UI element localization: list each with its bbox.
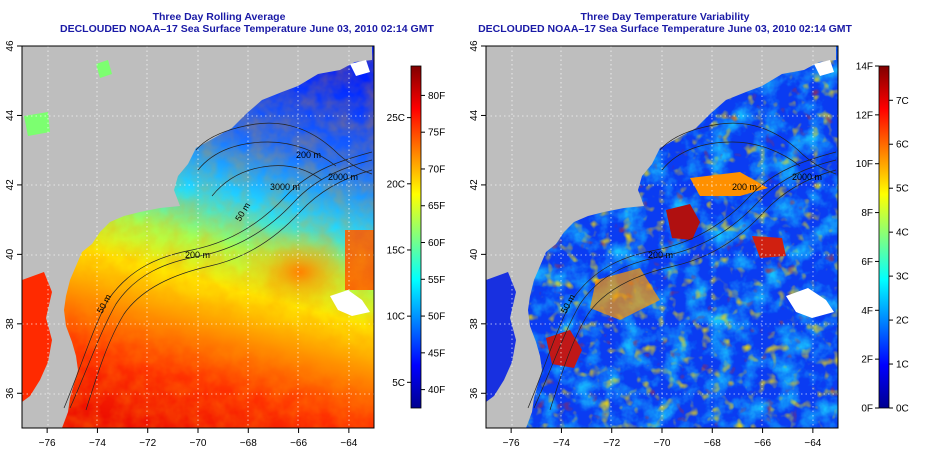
right-contours [527,122,837,411]
x-tick-label: −76 [503,438,520,449]
y-tick-label: 42 [469,179,480,191]
left-contour-label-200: 200 m [185,250,210,260]
colorbar-label: 14F [856,62,873,73]
right-title-line2: DECLOUDED NOAA–17 Sea Surface Temperatur… [478,23,852,35]
colorbar-label: 25C [387,113,405,124]
y-tick-label: 44 [469,109,480,121]
right-map: 200 m 2000 m 200 m 50 m [485,45,839,429]
right-hotspot [666,204,700,240]
colorbar-label: 8F [861,208,873,219]
colorbar-label: 65F [428,201,445,212]
x-tick-label: −68 [704,438,721,449]
left-title-line1: Three Day Rolling Average [152,11,286,23]
x-tick-label: −72 [603,438,620,449]
colorbar-label: 10F [856,159,873,170]
left-contours [63,122,373,411]
x-tick-label: −64 [804,438,821,449]
right-colorbar: 14F 12F 10F 8F 6F 4F 2F 0F 7C 6C 5C 4C 3C 2C 1C 0C [856,62,909,415]
y-tick-label: 46 [5,40,16,52]
left-colorbar: 80F 75F 70F 65F 60F 55F 50F 45F 40F 25C 20C 15C 10C 5… [387,65,445,409]
colorbar-label: 6C [896,140,909,151]
right-colorbar-scale [878,65,890,409]
x-tick-label: −74 [89,438,106,449]
colorbar-label: 4F [861,306,873,317]
right-cloud [786,288,834,318]
right-title: Three Day Temperature Variability DECLOU… [465,11,865,35]
left-chesapeake [22,272,52,402]
colorbar-label: 20C [387,179,405,190]
right-contour-label-2000: 2000 m [792,172,822,182]
left-title: Three Day Rolling Average DECLOUDED NOAA… [60,11,434,35]
x-tick-label: −70 [190,438,207,449]
y-tick-label: 38 [469,318,480,330]
colorbar-label: 75F [428,128,445,139]
right-title-line1: Three Day Temperature Variability [580,11,750,23]
x-tick-label: −74 [553,438,570,449]
colorbar-label: 1C [896,360,909,371]
left-land [22,46,372,428]
left-contour-label-200b: 200 m [296,150,321,160]
colorbar-label: 45F [428,348,445,359]
colorbar-label: 55F [428,275,445,286]
colorbar-label: 15C [387,245,405,256]
colorbar-label: 6F [861,257,873,268]
y-tick-label: 46 [469,40,480,52]
colorbar-label: 12F [856,110,873,121]
x-tick-label: −66 [754,438,771,449]
right-axes: −76 −74 −72 −70 −68 −66 −64 46 44 42 40 38 36 [469,40,822,449]
colorbar-label: 5C [896,184,909,195]
right-graticule [486,46,838,428]
left-graticule [22,46,374,428]
y-tick-label: 38 [5,318,16,330]
colorbar-label: 70F [428,164,445,175]
colorbar-label: 3C [896,272,909,283]
right-contour-label-200: 200 m [648,250,673,260]
colorbar-label: 0C [896,404,909,415]
right-contour-label-200b: 200 m [732,182,757,192]
x-tick-label: −66 [290,438,307,449]
y-tick-label: 44 [5,109,16,121]
left-cloud [330,290,370,316]
y-tick-label: 36 [5,387,16,399]
left-colorbar-scale [410,65,422,409]
colorbar-label: 0F [861,404,873,415]
y-tick-label: 40 [5,248,16,260]
y-tick-label: 36 [469,387,480,399]
left-green-patch [24,112,50,136]
left-map: 200 m 2000 m 3000 m 50 m 200 m 50 m [21,45,375,429]
colorbar-label: 40F [428,385,445,396]
colorbar-label: 2C [896,316,909,327]
left-contour-label-2000: 2000 m [328,172,358,182]
x-tick-label: −72 [139,438,156,449]
x-tick-label: −76 [39,438,56,449]
colorbar-label: 4C [896,228,909,239]
right-chesapeake [486,272,516,402]
colorbar-label: 5C [392,378,405,389]
right-land [486,46,836,428]
colorbar-label: 2F [861,355,873,366]
left-axes: −76 −74 −72 −70 −68 −66 −64 46 44 42 40 38 36 [5,40,358,449]
x-tick-label: −70 [654,438,671,449]
y-tick-label: 42 [5,179,16,191]
left-title-line2: DECLOUDED NOAA–17 Sea Surface Temperatur… [60,23,434,35]
left-contour-label-3000: 3000 m [270,182,300,192]
y-tick-label: 40 [469,248,480,260]
colorbar-label: 7C [896,96,909,107]
x-tick-label: −68 [240,438,257,449]
colorbar-label: 50F [428,312,445,323]
x-tick-label: −64 [340,438,357,449]
colorbar-label: 60F [428,238,445,249]
colorbar-label: 80F [428,91,445,102]
colorbar-label: 10C [387,312,405,323]
